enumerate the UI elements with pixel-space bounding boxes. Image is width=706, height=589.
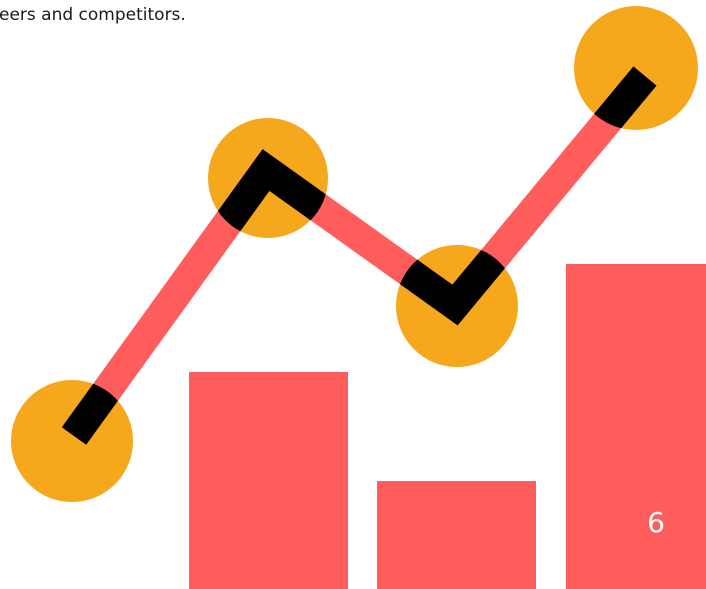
dot-shape	[574, 6, 698, 130]
bar-shape	[566, 264, 706, 589]
bar-shape	[377, 481, 536, 589]
line-overlap-shape	[61, 66, 657, 445]
bar-shape	[189, 372, 348, 589]
caption: eers and competitors.	[0, 5, 186, 25]
line-shape	[61, 66, 657, 445]
page-number: 6	[647, 506, 665, 539]
bars-illustration	[189, 264, 706, 589]
